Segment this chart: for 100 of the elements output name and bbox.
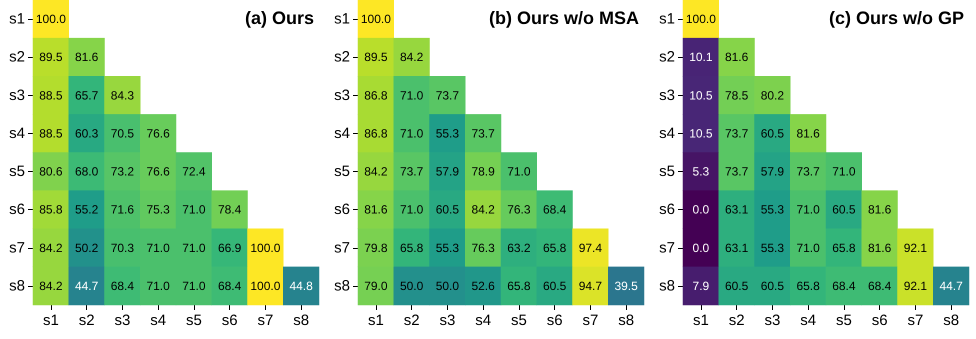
data-label: 81.6 <box>74 50 99 64</box>
data-label: 79.0 <box>364 278 388 293</box>
data-label: 60.5 <box>542 278 567 293</box>
y-tick-label: s2 <box>334 48 350 66</box>
y-tick-label: s6 <box>9 201 25 218</box>
data-label: 71.0 <box>796 240 820 255</box>
y-tick-label: s8 <box>659 277 675 294</box>
data-label: 79.8 <box>364 240 388 255</box>
data-label: 0.0 <box>692 240 710 255</box>
data-label: 68.4 <box>542 202 567 217</box>
data-label: 7.9 <box>692 278 710 293</box>
data-label: 71.6 <box>110 202 134 217</box>
data-label: 76.3 <box>507 202 531 217</box>
data-label: 81.6 <box>868 202 892 217</box>
data-label: 70.5 <box>110 126 134 140</box>
x-tick-label: s2 <box>78 312 95 329</box>
x-tick-label: s1 <box>42 312 59 329</box>
y-tick-label: s5 <box>659 163 675 180</box>
data-label: 71.0 <box>182 278 206 293</box>
x-tick-label: s2 <box>404 312 420 329</box>
y-tick-label: s3 <box>659 86 675 104</box>
data-label: 100.0 <box>686 12 716 26</box>
data-label: 60.3 <box>74 126 99 140</box>
data-label: 44.7 <box>939 278 964 293</box>
data-label: 10.5 <box>689 88 713 102</box>
data-label: 86.8 <box>364 126 388 140</box>
data-label: 72.4 <box>182 164 206 179</box>
y-tick-label: s1 <box>9 10 25 28</box>
data-label: 65.8 <box>400 240 424 255</box>
data-label: 65.8 <box>507 278 531 293</box>
data-label: 84.2 <box>400 50 424 64</box>
y-tick-label: s8 <box>334 277 350 294</box>
data-label: 85.8 <box>39 202 63 217</box>
data-label: 84.2 <box>471 202 496 217</box>
data-label: 0.0 <box>692 202 710 217</box>
data-label: 57.9 <box>436 164 460 179</box>
data-label: 81.6 <box>364 202 388 217</box>
x-tick-label: s1 <box>692 312 709 329</box>
data-label: 5.3 <box>692 164 710 179</box>
data-label: 55.2 <box>74 202 99 217</box>
data-label: 65.8 <box>542 240 567 255</box>
data-label: 44.8 <box>289 278 314 293</box>
x-tick-label: s7 <box>907 312 924 329</box>
x-tick-label: s8 <box>943 312 960 329</box>
data-label: 73.7 <box>400 164 424 179</box>
data-label: 80.6 <box>39 164 63 179</box>
x-tick-label: s5 <box>186 312 202 329</box>
x-tick-label: s6 <box>546 312 563 329</box>
x-tick-label: s7 <box>582 312 598 329</box>
data-label: 81.6 <box>796 126 820 140</box>
data-label: 100.0 <box>250 278 281 293</box>
data-label: 75.3 <box>146 202 170 217</box>
data-label: 84.3 <box>110 88 134 102</box>
y-tick-label: s1 <box>334 10 350 28</box>
x-tick-label: s4 <box>475 312 492 329</box>
chart-title: (a) Ours <box>244 8 314 28</box>
data-label: 65.8 <box>832 240 856 255</box>
x-tick-label: s3 <box>439 312 456 329</box>
data-label: 73.7 <box>724 126 749 140</box>
x-tick-label: s7 <box>257 312 274 329</box>
data-label: 71.0 <box>400 88 424 102</box>
y-tick-label: s3 <box>9 86 25 104</box>
data-label: 92.1 <box>904 278 928 293</box>
data-label: 68.0 <box>74 164 99 179</box>
data-label: 63.1 <box>724 240 749 255</box>
data-label: 71.0 <box>400 126 424 140</box>
data-label: 76.6 <box>146 126 170 140</box>
y-tick-label: s7 <box>9 239 25 256</box>
data-label: 71.0 <box>146 278 170 293</box>
data-label: 65.7 <box>74 88 99 102</box>
data-label: 80.2 <box>760 88 784 102</box>
data-label: 84.2 <box>364 164 388 179</box>
data-label: 60.5 <box>724 278 749 293</box>
y-tick-label: s7 <box>659 239 675 256</box>
data-label: 86.8 <box>364 88 388 102</box>
data-label: 71.0 <box>796 202 820 217</box>
data-label: 55.3 <box>436 240 460 255</box>
data-label: 60.5 <box>760 278 784 293</box>
data-label: 57.9 <box>760 164 784 179</box>
data-label: 68.4 <box>110 278 134 293</box>
data-label: 97.4 <box>578 240 602 255</box>
data-label: 89.5 <box>364 50 388 64</box>
y-tick-label: s5 <box>334 163 350 180</box>
data-label: 65.8 <box>796 278 820 293</box>
data-label: 10.1 <box>689 50 713 64</box>
y-tick-label: s4 <box>659 124 675 142</box>
x-tick-label: s6 <box>222 312 238 329</box>
data-label: 55.3 <box>760 240 784 255</box>
data-label: 100.0 <box>360 12 392 26</box>
y-tick-label: s7 <box>334 239 350 256</box>
x-tick-label: s3 <box>764 312 780 329</box>
data-label: 71.0 <box>507 164 531 179</box>
data-label: 73.7 <box>436 88 460 102</box>
x-tick-label: s8 <box>293 312 310 329</box>
data-label: 94.7 <box>578 278 602 293</box>
data-label: 92.1 <box>904 240 928 255</box>
data-label: 100.0 <box>250 240 281 255</box>
data-label: 76.3 <box>471 240 496 255</box>
y-tick-label: s6 <box>659 201 675 218</box>
data-label: 73.7 <box>724 164 749 179</box>
